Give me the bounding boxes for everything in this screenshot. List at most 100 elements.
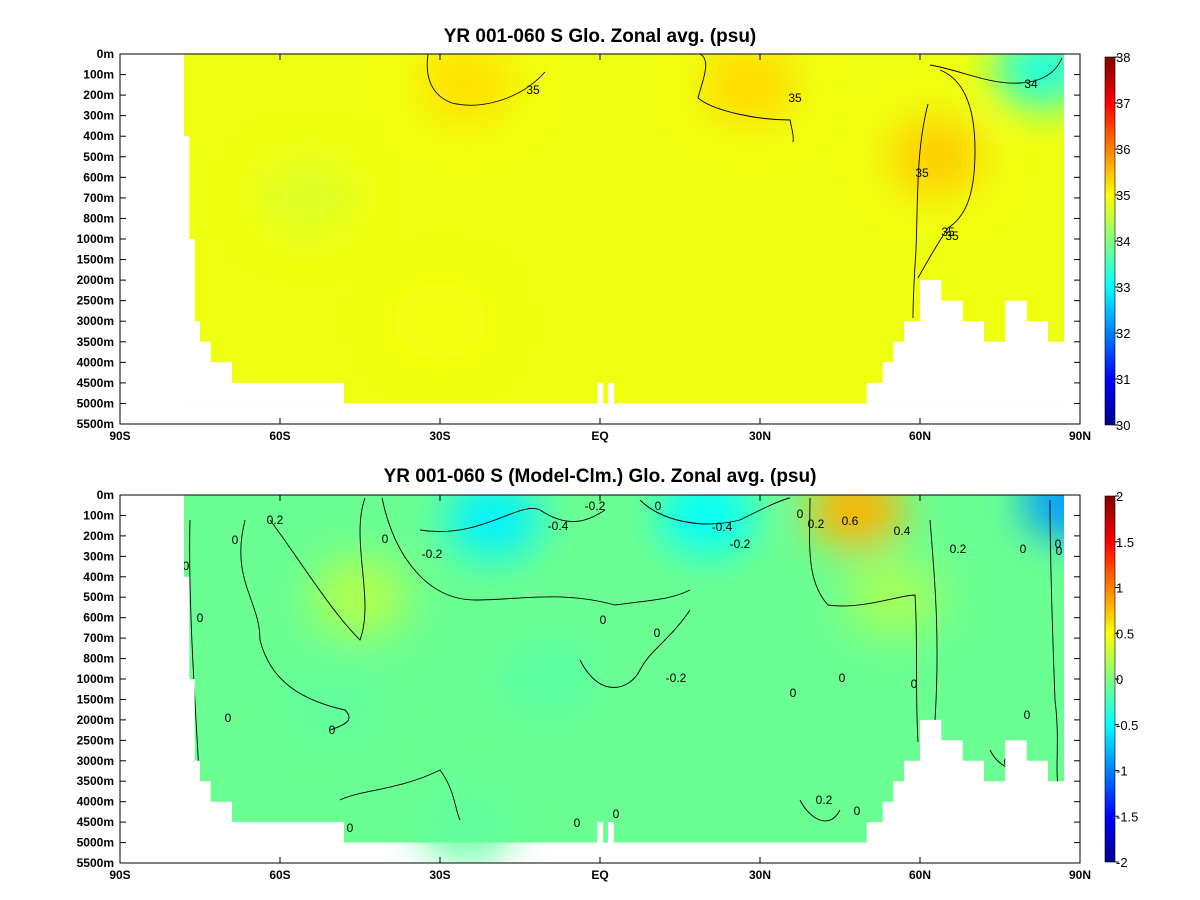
x-tick-label: 90N <box>1069 868 1091 882</box>
contour-label: 0.2 <box>808 517 825 531</box>
colorbar-tick-label: 2 <box>1116 489 1123 504</box>
colorbar-tick-label: 0.5 <box>1116 626 1134 641</box>
heatmap-feature <box>808 469 904 549</box>
topography-mask <box>608 822 614 842</box>
y-tick-label: 3500m <box>77 335 114 349</box>
y-tick-label: 300m <box>83 109 114 123</box>
heatmap-feature <box>419 45 515 125</box>
heatmap-feature <box>285 670 381 750</box>
contour-label: 0.2 <box>267 513 284 527</box>
contour-label: 0 <box>197 611 204 625</box>
contour-label: 0 <box>329 723 336 737</box>
panel-2-colorbar <box>1105 496 1115 862</box>
y-tick-label: 200m <box>83 88 114 102</box>
heatmap-feature <box>392 281 488 361</box>
heatmap-feature <box>312 557 408 637</box>
colorbar-tick-label: 1.5 <box>1116 535 1134 550</box>
figure: YR 001-060 S Glo. Zonal avg. (psu) 35 35 3… <box>0 0 1200 900</box>
contour-label: 0 <box>797 507 804 521</box>
y-tick-label: 5000m <box>77 396 114 410</box>
contour-label: 0 <box>1056 544 1063 558</box>
contour-label: 0 <box>600 613 607 627</box>
y-tick-label: 700m <box>83 631 114 645</box>
y-tick-label: 100m <box>83 508 114 522</box>
contour-label: 0 <box>790 686 797 700</box>
x-tick-label: 90S <box>109 429 130 443</box>
y-tick-label: 400m <box>83 129 114 143</box>
colorbar-tick-label: 0 <box>1116 672 1123 687</box>
y-tick-label: 300m <box>83 549 114 563</box>
contour-label: 34 <box>1024 77 1038 91</box>
colorbar-tick-label: -2 <box>1116 855 1128 870</box>
contour-label: 0 <box>1020 542 1027 556</box>
contour-label: 0.2 <box>816 793 833 807</box>
contour-label: -0.2 <box>666 671 687 685</box>
contour-label: -0.2 <box>422 547 443 561</box>
y-tick-label: 600m <box>83 611 114 625</box>
topography-mask <box>597 383 603 404</box>
contour-label: 0 <box>839 671 846 685</box>
y-tick-label: 4500m <box>77 376 114 390</box>
contour-label: -0.2 <box>585 499 606 513</box>
y-tick-label: 0m <box>97 47 114 61</box>
y-tick-label: 3000m <box>77 754 114 768</box>
colorbar-tick-label: 37 <box>1116 96 1130 111</box>
contour-label: 0 <box>613 807 620 821</box>
contour-label: 0 <box>574 816 581 830</box>
contour-label: 35 <box>915 166 929 180</box>
colorbar-tick-label: 35 <box>1116 188 1130 203</box>
heatmap-feature <box>888 117 984 197</box>
y-tick-label: 4000m <box>77 355 114 369</box>
contour-label: 0 <box>1024 708 1031 722</box>
y-tick-label: 500m <box>83 590 114 604</box>
y-tick-label: 400m <box>83 570 114 584</box>
y-tick-label: 3000m <box>77 314 114 328</box>
x-tick-label: EQ <box>591 868 608 882</box>
y-tick-label: 1000m <box>77 672 114 686</box>
x-tick-label: 60S <box>269 868 290 882</box>
panel-2-colorbar-ticks: -2 -1.5 -1 -0.5 0 0.5 1 1.5 2 <box>1115 489 1138 870</box>
contour-label: 0.6 <box>842 514 859 528</box>
heatmap-feature <box>701 45 797 125</box>
heatmap-feature <box>445 480 541 560</box>
colorbar-tick-label: 34 <box>1116 234 1130 249</box>
y-tick-label: 1500m <box>77 692 114 706</box>
y-tick-label: 700m <box>83 191 114 205</box>
contour-label: 35 <box>945 229 959 243</box>
colorbar-tick-label: 33 <box>1116 280 1130 295</box>
heatmap-feature <box>499 639 595 719</box>
panel-1-title: YR 001-060 S Glo. Zonal avg. (psu) <box>444 26 757 47</box>
x-tick-label: EQ <box>591 429 608 443</box>
x-tick-label: 30N <box>749 868 771 882</box>
y-tick-label: 5000m <box>77 836 114 850</box>
y-tick-label: 2000m <box>77 713 114 727</box>
y-tick-label: 3500m <box>77 774 114 788</box>
y-tick-label: 2500m <box>77 733 114 747</box>
y-tick-label: 0m <box>97 488 114 502</box>
colorbar-tick-label: 32 <box>1116 326 1130 341</box>
y-tick-label: 2500m <box>77 294 114 308</box>
heatmap-feature <box>845 557 941 637</box>
y-tick-label: 4500m <box>77 815 114 829</box>
y-tick-label: 200m <box>83 529 114 543</box>
contour-label: 0.2 <box>950 542 967 556</box>
x-tick-label: 60N <box>909 868 931 882</box>
y-tick-label: 2000m <box>77 273 114 287</box>
contour-label: 0 <box>854 804 861 818</box>
colorbar-tick-label: 1 <box>1116 581 1123 596</box>
contour-label: 0 <box>232 533 239 547</box>
contour-label: 0.4 <box>894 524 911 538</box>
y-tick-label: 500m <box>83 150 114 164</box>
y-tick-label: 800m <box>83 211 114 225</box>
x-tick-label: 30S <box>429 868 450 882</box>
x-tick-label: 60N <box>909 429 931 443</box>
topography-mask <box>608 383 614 404</box>
heatmap-feature <box>259 158 355 238</box>
panel-2-title: YR 001-060 S (Model-Clm.) Glo. Zonal avg… <box>384 466 817 487</box>
y-tick-label: 1500m <box>77 253 114 267</box>
contour-label: 0 <box>655 499 662 513</box>
contour-label: 0 <box>382 532 389 546</box>
contour-label: 0 <box>225 711 232 725</box>
y-tick-label: 100m <box>83 68 114 82</box>
contour-label: 0 <box>347 821 354 835</box>
